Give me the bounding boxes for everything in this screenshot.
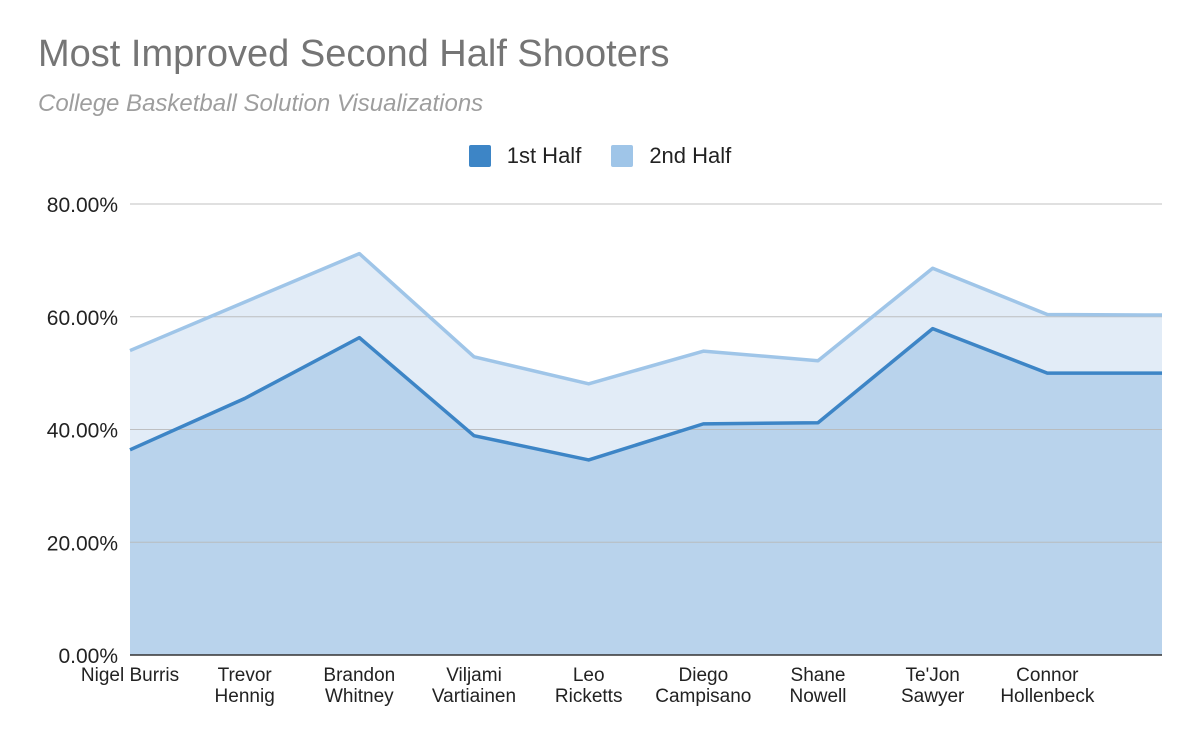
x-tick-label: Trevor Hennig xyxy=(215,665,275,707)
y-tick-label: 40.00% xyxy=(47,420,118,443)
legend-label-1st-half: 1st Half xyxy=(506,143,582,168)
legend-item-1st-half: 1st Half xyxy=(468,143,582,169)
y-tick-label: 60.00% xyxy=(47,307,118,330)
chart-subtitle: College Basketball Solution Visualizatio… xyxy=(38,90,484,117)
area-1st-half xyxy=(130,328,1162,655)
x-tick-label: Viljami Vartiainen xyxy=(432,665,516,707)
x-tick-label: Connor Hollenbeck xyxy=(1000,665,1094,707)
chart-legend: 1st Half 2nd Half xyxy=(0,143,1200,169)
x-tick-label: Te'Jon Sawyer xyxy=(901,665,965,707)
legend-item-2nd-half: 2nd Half xyxy=(611,143,731,169)
legend-swatch-1st-half xyxy=(468,145,491,167)
legend-label-2nd-half: 2nd Half xyxy=(649,143,732,168)
x-tick-label: Nigel Burris xyxy=(81,665,179,686)
line-1st-half xyxy=(129,326,1162,462)
y-tick-label: 80.00% xyxy=(47,194,118,217)
y-tick-label: 0.00% xyxy=(58,645,118,668)
x-tick-label: Leo Ricketts xyxy=(555,665,623,707)
x-tick-label: Diego Campisano xyxy=(655,665,751,707)
x-tick-label: Shane Nowell xyxy=(789,665,846,707)
legend-swatch-2nd-half xyxy=(611,145,634,167)
y-tick-label: 20.00% xyxy=(47,532,118,555)
chart-title: Most Improved Second Half Shooters xyxy=(38,33,670,75)
x-tick-label: Brandon Whitney xyxy=(323,665,395,707)
line-2nd-half xyxy=(129,251,1163,386)
